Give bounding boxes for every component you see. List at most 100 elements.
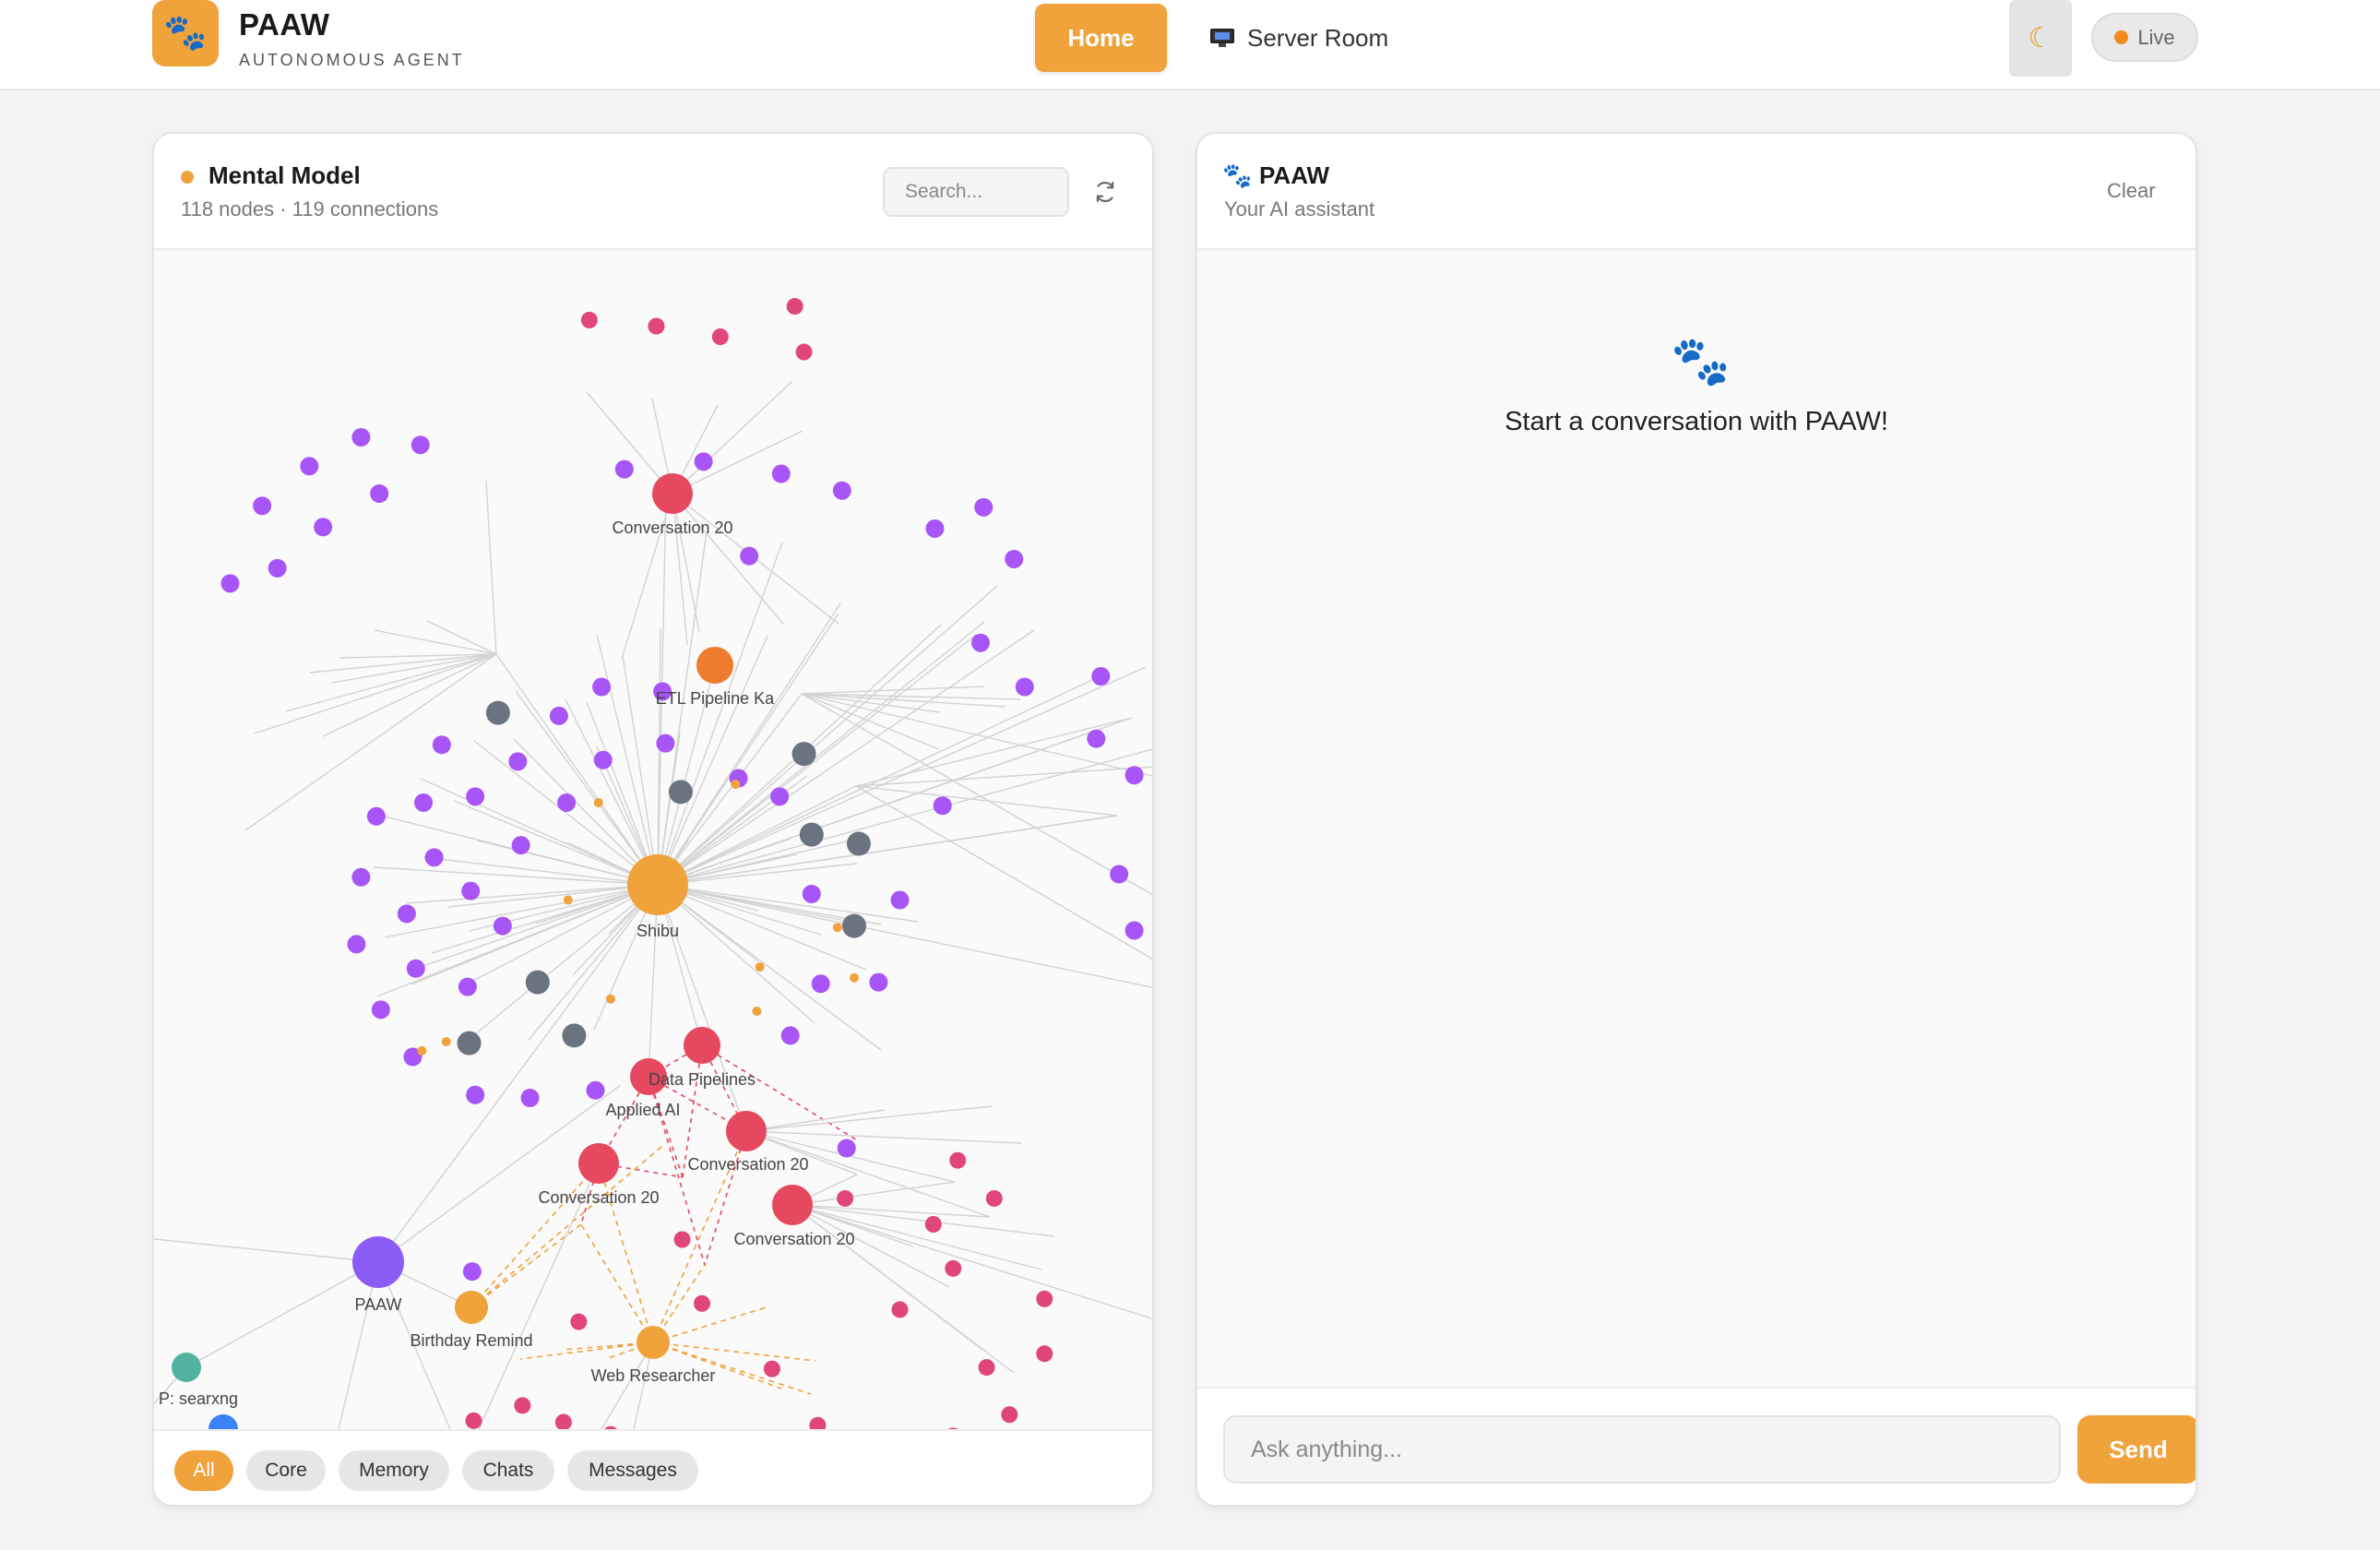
memory-node[interactable]: [466, 1085, 485, 1104]
core-node[interactable]: [563, 895, 573, 905]
message-node[interactable]: [580, 311, 598, 328]
memory-node[interactable]: [811, 974, 830, 994]
message-node[interactable]: [554, 1413, 572, 1430]
memory-node[interactable]: [466, 787, 485, 806]
topic-node[interactable]: [799, 822, 824, 847]
conversation-node[interactable]: [772, 1185, 813, 1225]
core-node[interactable]: [832, 923, 842, 933]
nav-server-room-link[interactable]: Server Room: [1210, 4, 1388, 72]
conversation-node[interactable]: [578, 1143, 619, 1184]
memory-node[interactable]: [653, 682, 672, 701]
memory-node[interactable]: [268, 558, 287, 578]
memory-node[interactable]: [1125, 766, 1144, 785]
memory-node[interactable]: [832, 481, 851, 500]
memory-node[interactable]: [974, 497, 994, 517]
memory-node[interactable]: [614, 459, 634, 479]
core-node[interactable]: [417, 1045, 427, 1055]
message-node[interactable]: [837, 1189, 854, 1207]
message-node[interactable]: [1001, 1406, 1018, 1424]
memory-node[interactable]: [432, 735, 451, 755]
data-pipelines-node[interactable]: [684, 1027, 720, 1064]
memory-node[interactable]: [890, 890, 910, 910]
message-node[interactable]: [795, 343, 813, 361]
message-node[interactable]: [978, 1359, 995, 1377]
filter-messages-chip[interactable]: Messages: [567, 1450, 698, 1491]
memory-node[interactable]: [253, 496, 272, 516]
memory-node[interactable]: [424, 848, 444, 867]
filter-chats-chip[interactable]: Chats: [462, 1450, 554, 1491]
message-node[interactable]: [945, 1259, 962, 1277]
core-node[interactable]: [606, 994, 615, 1004]
graph-node[interactable]: [208, 1414, 238, 1429]
message-node[interactable]: [711, 328, 729, 346]
applied-ai-node[interactable]: [630, 1058, 667, 1095]
memory-node[interactable]: [869, 972, 888, 992]
message-node[interactable]: [602, 1425, 619, 1429]
memory-node[interactable]: [970, 633, 990, 652]
memory-node[interactable]: [549, 706, 568, 725]
memory-node[interactable]: [493, 916, 512, 936]
topic-node[interactable]: [562, 1023, 587, 1048]
memory-node[interactable]: [370, 484, 389, 503]
memory-node[interactable]: [586, 1080, 605, 1100]
memory-node[interactable]: [414, 793, 434, 812]
filter-memory-chip[interactable]: Memory: [339, 1450, 449, 1491]
topic-node[interactable]: [457, 1031, 482, 1055]
memory-node[interactable]: [397, 904, 416, 924]
message-node[interactable]: [949, 1151, 967, 1169]
memory-node[interactable]: [1087, 729, 1106, 748]
core-node[interactable]: [755, 962, 765, 972]
memory-node[interactable]: [925, 519, 945, 538]
memory-node[interactable]: [520, 1089, 540, 1108]
memory-node[interactable]: [371, 1000, 390, 1019]
memory-node[interactable]: [366, 806, 386, 826]
memory-node[interactable]: [403, 1047, 422, 1067]
knowledge-graph-svg[interactable]: Conversation 20 ETL Pipeline Ka Shibu Data …: [154, 250, 1154, 1429]
memory-node[interactable]: [314, 518, 333, 537]
message-node[interactable]: [786, 298, 803, 316]
conversation-node[interactable]: [726, 1111, 767, 1151]
core-node[interactable]: [441, 1037, 451, 1046]
topic-node[interactable]: [846, 831, 871, 856]
topic-node[interactable]: [842, 913, 866, 938]
theme-toggle-button[interactable]: ☾: [2009, 0, 2072, 77]
clear-chat-button[interactable]: Clear: [2107, 179, 2156, 202]
topic-node[interactable]: [485, 700, 510, 725]
message-node[interactable]: [570, 1313, 588, 1330]
memory-node[interactable]: [592, 677, 612, 697]
message-node[interactable]: [924, 1216, 942, 1233]
send-button[interactable]: Send: [2077, 1415, 2196, 1484]
message-node[interactable]: [809, 1416, 827, 1429]
memory-node[interactable]: [1125, 921, 1144, 940]
memory-node[interactable]: [411, 435, 430, 455]
memory-node[interactable]: [406, 959, 425, 978]
memory-node[interactable]: [1091, 667, 1111, 686]
memory-node[interactable]: [557, 793, 577, 812]
memory-node[interactable]: [656, 733, 675, 753]
nav-home-button[interactable]: Home: [1035, 4, 1167, 72]
message-node[interactable]: [465, 1412, 482, 1429]
message-node[interactable]: [1036, 1290, 1053, 1307]
message-node[interactable]: [1036, 1345, 1053, 1363]
memory-node[interactable]: [351, 867, 371, 887]
memory-node[interactable]: [462, 1262, 482, 1282]
topic-node[interactable]: [791, 742, 816, 767]
paw-icon[interactable]: 🐾: [152, 0, 219, 66]
message-node[interactable]: [985, 1189, 1003, 1207]
memory-node[interactable]: [837, 1139, 856, 1158]
etl-pipeline-node[interactable]: [696, 647, 733, 684]
shibu-node[interactable]: [627, 854, 688, 915]
searxng-tool-node[interactable]: [172, 1353, 201, 1382]
conversation-node[interactable]: [652, 473, 693, 514]
core-node[interactable]: [731, 780, 741, 790]
graph-search-input[interactable]: [883, 167, 1069, 217]
memory-node[interactable]: [347, 935, 366, 954]
message-node[interactable]: [763, 1360, 780, 1377]
memory-node[interactable]: [933, 796, 952, 816]
filter-all-chip[interactable]: All: [174, 1450, 233, 1491]
message-node[interactable]: [648, 317, 665, 335]
memory-node[interactable]: [300, 457, 319, 476]
core-node[interactable]: [850, 972, 859, 983]
message-node[interactable]: [514, 1397, 531, 1414]
message-node[interactable]: [945, 1427, 961, 1429]
